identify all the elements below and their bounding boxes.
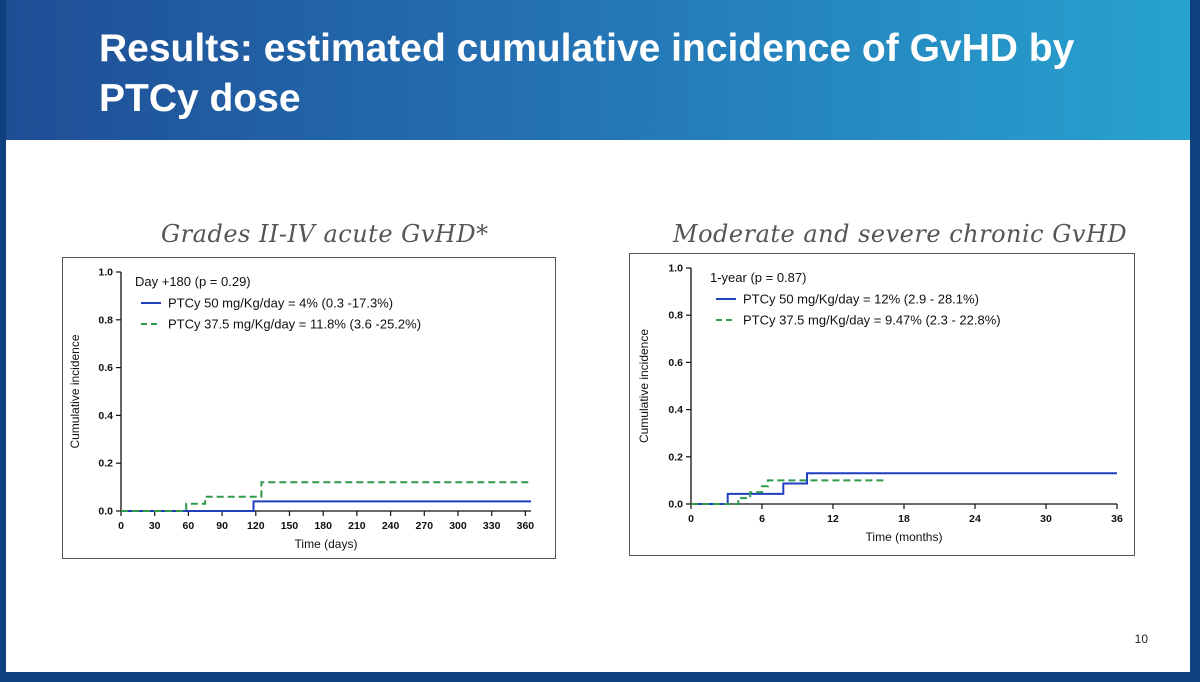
chart-1-heading: Grades II-IV acute GvHD* [161,220,489,248]
chart-1-legend-title: Day +180 (p = 0.29) [135,274,251,289]
chart-1-x-tick-label: 30 [149,520,161,532]
chart-1-x-tick-label: 330 [483,520,501,532]
chart-1-legend-label-1: PTCy 50 mg/Kg/day = 4% (0.3 -17.3%) [168,296,393,311]
page-number: 10 [1134,632,1148,646]
chart-1-x-tick-label: 360 [517,520,535,532]
chart-2-heading: Moderate and severe chronic GvHD [673,220,1128,248]
chart-2-x-tick-label: 36 [1111,513,1123,525]
chart-1-series-1-line [121,500,531,512]
chart-1-y-tick-label: 1.0 [98,267,113,279]
chart-2-series-2-line [691,479,887,505]
chart-1-series-2-line [121,481,531,512]
chart-1-y-tick-label: 0.2 [98,458,113,470]
chart-2-x-tick-label: 12 [827,513,839,525]
chart-1-y-tick-label: 0.4 [98,410,113,422]
chart-1-x-tick-label: 210 [348,520,366,532]
chart-1-x-tick-label: 240 [382,520,400,532]
chart-1-y-tick-label: 0.0 [98,506,113,518]
chart-2-y-tick-label: 1.0 [668,263,683,275]
slide: Results: estimated cumulative incidence … [6,0,1190,672]
chart-1-x-tick-label: 120 [247,520,265,532]
chart-2-x-tick-label: 6 [759,513,765,525]
chart-2-x-axis-label: Time (months) [866,530,943,544]
chart-2-legend-title: 1-year (p = 0.87) [710,270,806,285]
chart-2-y-axis-label: Cumulative incidence [637,329,651,443]
chart-2-series-1-line [691,472,1117,505]
slide-header: Results: estimated cumulative incidence … [6,0,1190,140]
chart-2-y-tick-label: 0.2 [668,451,683,463]
chart-2-x-tick-label: 18 [898,513,910,525]
chart-2-x-tick-label: 0 [688,513,694,525]
chart-2-y-tick-label: 0.8 [668,310,683,322]
chart-2-y-tick-label: 0.4 [668,404,683,416]
chart-1-x-tick-label: 180 [314,520,332,532]
chart-1-x-tick-label: 60 [183,520,195,532]
chart-2-frame: 0.0 0.2 0.4 0.6 0.8 1.0 0 6 12 18 24 30 36 Time (mont… [629,253,1135,556]
slide-title: Results: estimated cumulative incidence … [99,27,1075,120]
chart-1-x-tick-label: 0 [118,520,124,532]
chart-1-y-tick-label: 0.6 [98,362,113,374]
chart-1-x-tick-label: 150 [281,520,299,532]
chart-2-x-tick-label: 30 [1040,513,1052,525]
chart-1-legend-label-2: PTCy 37.5 mg/Kg/day = 11.8% (3.6 -25.2%) [168,317,421,332]
chart-1-x-tick-label: 300 [449,520,467,532]
chart-2-legend-label-1: PTCy 50 mg/Kg/day = 12% (2.9 - 28.1%) [743,292,979,307]
chart-2-legend-label-2: PTCy 37.5 mg/Kg/day = 9.47% (2.3 - 22.8%… [743,313,1001,328]
chart-2-y-tick-label: 0.0 [668,499,683,511]
chart-2-x-tick-label: 24 [969,513,981,525]
chart-1-y-axis-label: Cumulative incidence [68,334,82,448]
chart-2-y-tick-label: 0.6 [668,357,683,369]
chart-1-frame: 0.0 0.2 0.4 0.6 0.8 1.0 0 30 60 90 120 150 180 210 240… [62,257,556,559]
chart-1-svg: 0.0 0.2 0.4 0.6 0.8 1.0 0 30 60 90 120 150 180 210 240… [68,267,535,552]
chart-2-svg: 0.0 0.2 0.4 0.6 0.8 1.0 0 6 12 18 24 30 36 Time (mont… [637,263,1123,545]
chart-1-y-tick-label: 0.8 [98,314,113,326]
chart-1-x-tick-label: 90 [216,520,228,532]
chart-1-x-tick-label: 270 [416,520,434,532]
chart-1-x-axis-label: Time (days) [295,537,358,551]
